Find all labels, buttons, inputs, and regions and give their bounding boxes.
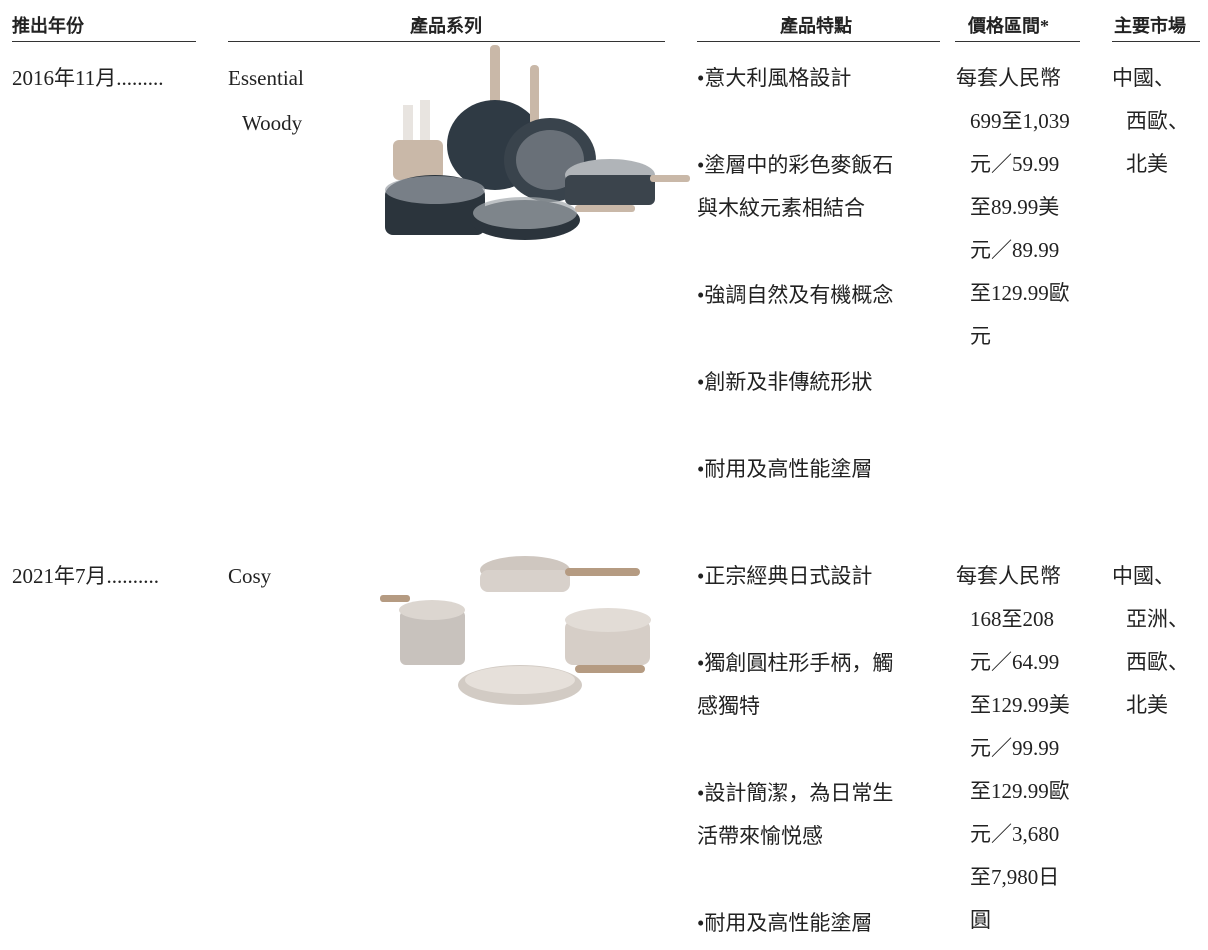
- price: 每套人民幣: [956, 564, 1061, 588]
- price: 元／59.99: [970, 152, 1060, 176]
- market: 西歐、: [1126, 650, 1189, 674]
- price: 元／89.99: [970, 238, 1060, 262]
- header-rule: [12, 41, 196, 42]
- feature: •耐用及高性能塗層: [697, 911, 873, 935]
- market: 北美: [1126, 152, 1168, 176]
- price: 至129.99歐: [970, 779, 1070, 803]
- feature: •正宗經典日式設計: [697, 564, 873, 588]
- header-features: 產品特點: [780, 16, 852, 36]
- feature: •強調自然及有機概念: [697, 283, 894, 307]
- market: 中國、: [1112, 564, 1175, 588]
- series-name: Essential: [228, 66, 304, 90]
- product-image: [380, 556, 651, 705]
- market: 亞洲、: [1126, 607, 1189, 631]
- header-series: 產品系列: [410, 16, 482, 36]
- feature: •耐用及高性能塗層: [697, 457, 873, 481]
- header-year: 推出年份: [12, 16, 84, 36]
- header-rule: [697, 41, 940, 42]
- feature: 感獨特: [697, 694, 760, 718]
- header-market: 主要市場: [1114, 16, 1186, 36]
- header-rule: [955, 41, 1080, 42]
- series-name: Woody: [242, 111, 303, 135]
- price: 至7,980日: [970, 865, 1060, 889]
- header-price: 價格區間*: [968, 16, 1049, 36]
- price: 699至1,039: [970, 109, 1070, 133]
- header-rule: [228, 41, 665, 42]
- price: 至89.99美: [970, 195, 1060, 219]
- feature: •塗層中的彩色麥飯石: [697, 153, 894, 177]
- feature: •創新及非傳統形狀: [697, 370, 873, 394]
- price: 每套人民幣: [956, 66, 1061, 90]
- price: 至129.99美: [970, 693, 1070, 717]
- price: 168至208: [970, 607, 1054, 631]
- series-name: Cosy: [228, 564, 272, 588]
- market: 西歐、: [1126, 109, 1189, 133]
- price: 元／64.99: [970, 650, 1060, 674]
- feature: •設計簡潔，為日常生: [697, 781, 894, 805]
- price: 元／99.99: [970, 736, 1060, 760]
- price: 元: [970, 324, 991, 348]
- price: 圓: [970, 908, 991, 932]
- year: 2021年7月..........: [12, 564, 159, 588]
- price: 元／3,680: [970, 822, 1060, 846]
- feature: 與木紋元素相結合: [697, 196, 865, 220]
- feature: •意大利風格設計: [697, 66, 852, 90]
- header-rule: [1112, 41, 1200, 42]
- feature: •獨創圓柱形手柄，觸: [697, 651, 894, 675]
- price: 至129.99歐: [970, 281, 1070, 305]
- product-image: [385, 45, 690, 240]
- market: 北美: [1126, 693, 1168, 717]
- year: 2016年11月.........: [12, 66, 164, 90]
- market: 中國、: [1112, 66, 1175, 90]
- feature: 活帶來愉悦感: [697, 824, 823, 848]
